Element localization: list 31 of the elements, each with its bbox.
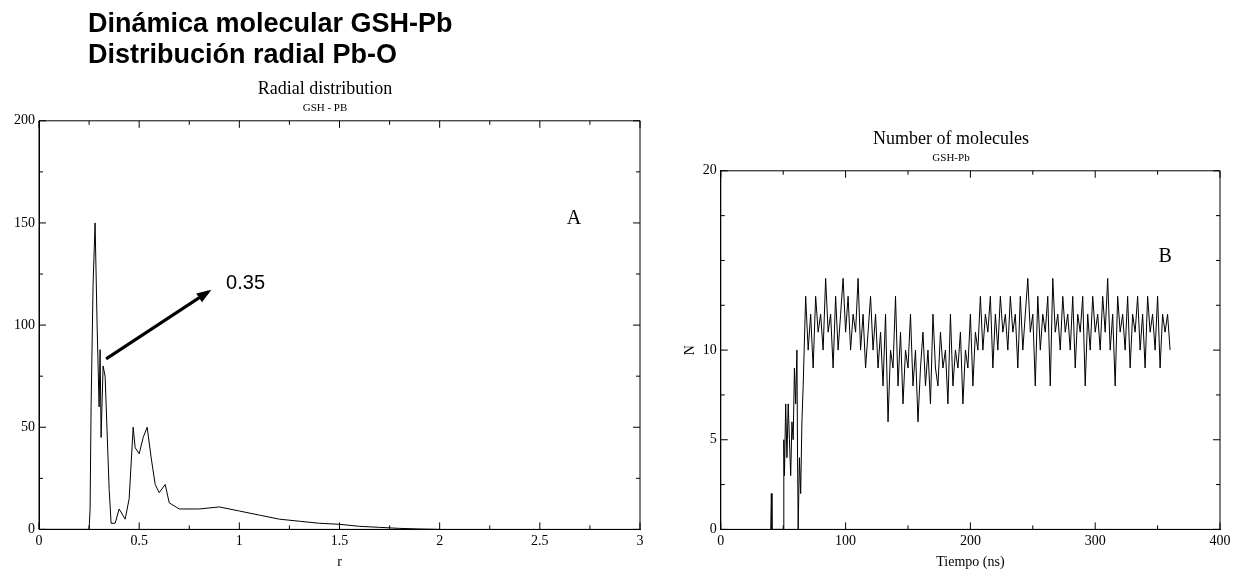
x-tick-label: 1.5: [330, 533, 349, 549]
y-tick-label: 20: [702, 162, 717, 178]
x-tick-label: 2.5: [531, 533, 549, 549]
x-tick-label: 400: [1209, 533, 1231, 549]
x-axis-title: Tiempo (ns): [936, 554, 1005, 571]
x-tick-label: 3: [636, 533, 644, 549]
text: Distribución radial Pb-O: [88, 39, 399, 70]
x-tick-label: 300: [1084, 533, 1106, 549]
x-tick-label: 1: [235, 533, 243, 549]
y-tick-label: 0: [28, 521, 35, 537]
y-axis-title: N: [682, 345, 698, 356]
x-tick-label: 100: [835, 533, 857, 549]
x-tick-label: 0.5: [130, 533, 148, 549]
y-tick-label: 5: [709, 431, 717, 447]
annotation: 0.35: [226, 271, 266, 294]
chart-subtitle: GSH-Pb: [932, 151, 971, 164]
annotation: A: [566, 206, 582, 229]
y-tick-label: 0: [709, 521, 717, 537]
x-axis-title: r: [337, 554, 343, 570]
y-tick-label: 10: [702, 341, 717, 357]
y-tick-label: 50: [21, 418, 35, 434]
y-tick-label: 100: [14, 316, 35, 332]
chart-title: Number of molecules: [873, 127, 1029, 148]
x-tick-label: 200: [959, 533, 981, 549]
y-tick-label: 150: [14, 214, 35, 230]
x-tick-label: 2: [436, 533, 444, 549]
y-tick-label: 200: [14, 112, 35, 128]
chart-subtitle: GSH - PB: [302, 101, 348, 114]
text: Dinámica molecular GSH-Pb: [88, 8, 453, 39]
chart-title: Radial distribution: [257, 77, 393, 98]
annotation: B: [1158, 244, 1172, 267]
